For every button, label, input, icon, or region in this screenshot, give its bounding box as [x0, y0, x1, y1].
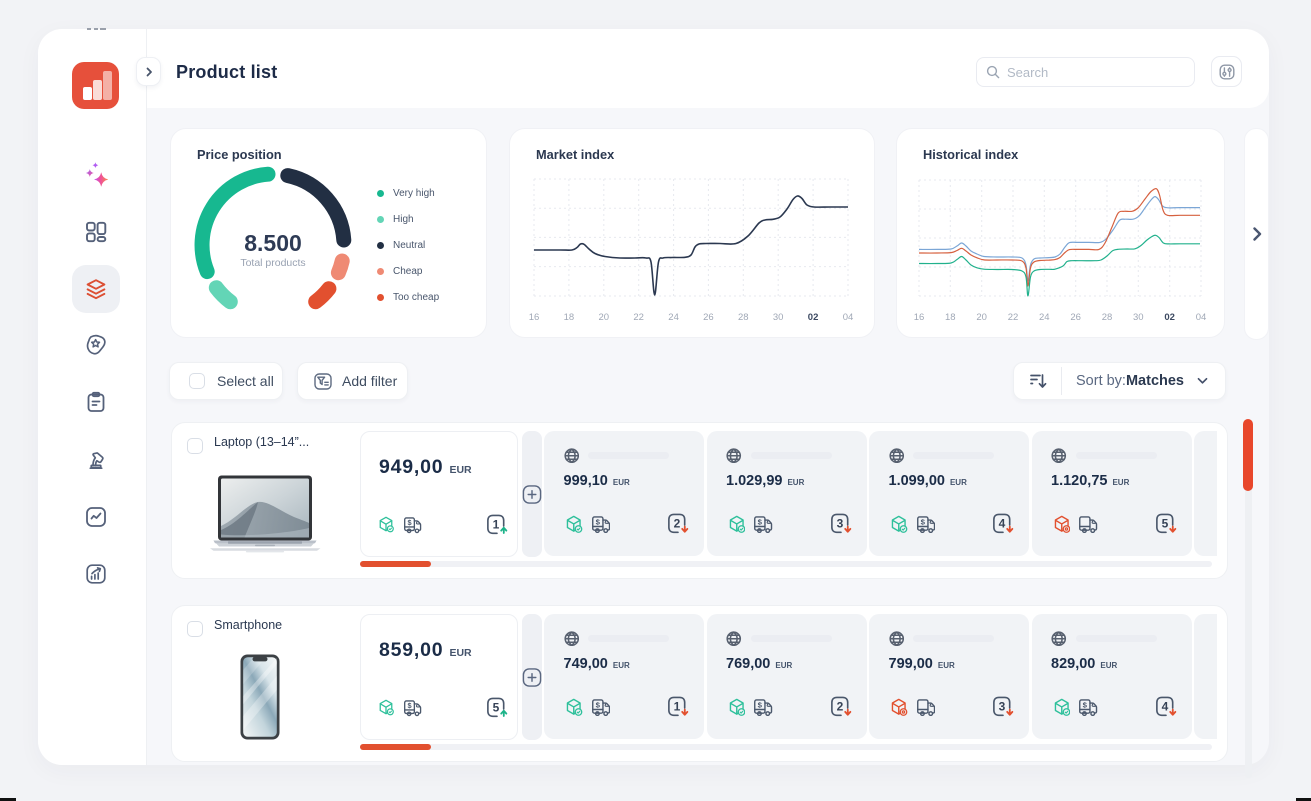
svg-text:4: 4	[1161, 700, 1168, 714]
svg-text:1: 1	[493, 518, 500, 532]
svg-text:5: 5	[1161, 517, 1168, 531]
svg-text:1: 1	[674, 700, 681, 714]
svg-text:2: 2	[674, 517, 681, 531]
svg-text:5: 5	[493, 701, 500, 715]
svg-text:4: 4	[999, 517, 1006, 531]
svg-text:2: 2	[836, 700, 843, 714]
svg-text:3: 3	[836, 517, 843, 531]
svg-text:3: 3	[999, 700, 1006, 714]
